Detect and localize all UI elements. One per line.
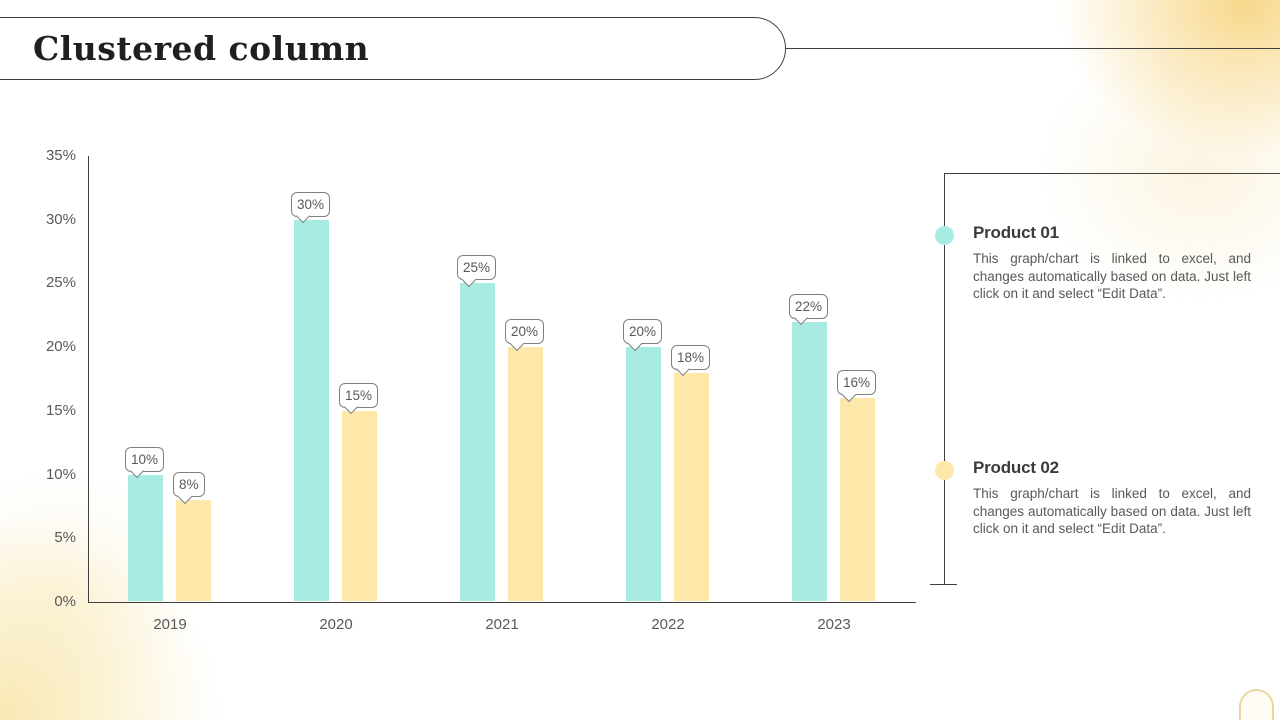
bar-product02-2023[interactable]	[840, 398, 875, 601]
legend-left-border	[944, 173, 945, 584]
y-tick-label: 35%	[45, 147, 76, 164]
bar-label-callout: 16%	[837, 370, 877, 396]
bar-product02-2019[interactable]	[176, 500, 211, 601]
x-axis-line	[88, 602, 916, 603]
bar-product02-2020[interactable]	[342, 410, 377, 601]
bar-label-callout: 22%	[789, 293, 829, 319]
bar-product01-2021[interactable]	[460, 283, 495, 601]
legend-item-description: This graph/chart is linked to excel, and…	[973, 251, 1251, 302]
slide-title-box: Clustered column	[0, 17, 786, 80]
bar-label-callout: 20%	[623, 319, 663, 345]
x-tick-label: 2020	[319, 616, 353, 633]
product-02-bullet-icon	[935, 461, 954, 480]
x-tick-label: 2021	[485, 616, 519, 633]
bar-label-callout: 25%	[457, 255, 497, 281]
arch-decoration	[1239, 689, 1274, 720]
bar-product01-2020[interactable]	[294, 219, 329, 601]
title-connector-line	[783, 48, 1280, 49]
legend-top-border	[944, 173, 1280, 174]
bar-label-callout: 30%	[291, 191, 331, 217]
bar-product01-2023[interactable]	[792, 321, 827, 601]
legend-bottom-tick	[930, 584, 957, 585]
bar-label-callout: 8%	[173, 472, 205, 498]
bar-product02-2022[interactable]	[674, 372, 709, 601]
x-tick-label: 2023	[817, 616, 851, 633]
bar-product01-2019[interactable]	[128, 474, 163, 601]
y-tick-label: 15%	[45, 401, 76, 419]
legend-item-product-01: Product 01 This graph/chart is linked to…	[935, 223, 1265, 303]
bar-label-callout: 10%	[125, 446, 165, 472]
y-tick-label: 0%	[54, 593, 76, 610]
y-tick-label: 5%	[54, 529, 76, 547]
y-axis-line	[88, 156, 89, 603]
legend-item-title: Product 02	[973, 458, 1059, 477]
clustered-column-chart[interactable]: 0% 5% 10% 15% 20% 25% 30% 35% 2019 2020 2021 2022 20…	[0, 0, 940, 720]
legend-item-title: Product 01	[973, 223, 1059, 242]
bar-label-callout: 15%	[339, 382, 379, 408]
bar-product01-2022[interactable]	[626, 347, 661, 601]
y-tick-label: 20%	[45, 338, 76, 356]
page-title: Clustered column	[33, 29, 370, 68]
bar-label-callout: 18%	[671, 344, 711, 370]
bar-label-callout: 20%	[505, 319, 545, 345]
bar-product02-2021[interactable]	[508, 347, 543, 601]
legend-item-product-02: Product 02 This graph/chart is linked to…	[935, 458, 1265, 538]
x-tick-label: 2019	[153, 616, 187, 633]
x-tick-label: 2022	[651, 616, 685, 633]
legend-item-description: This graph/chart is linked to excel, and…	[973, 486, 1251, 537]
y-tick-label: 30%	[45, 210, 76, 228]
y-tick-label: 10%	[45, 465, 76, 483]
product-01-bullet-icon	[935, 226, 954, 245]
y-tick-label: 25%	[45, 274, 76, 292]
